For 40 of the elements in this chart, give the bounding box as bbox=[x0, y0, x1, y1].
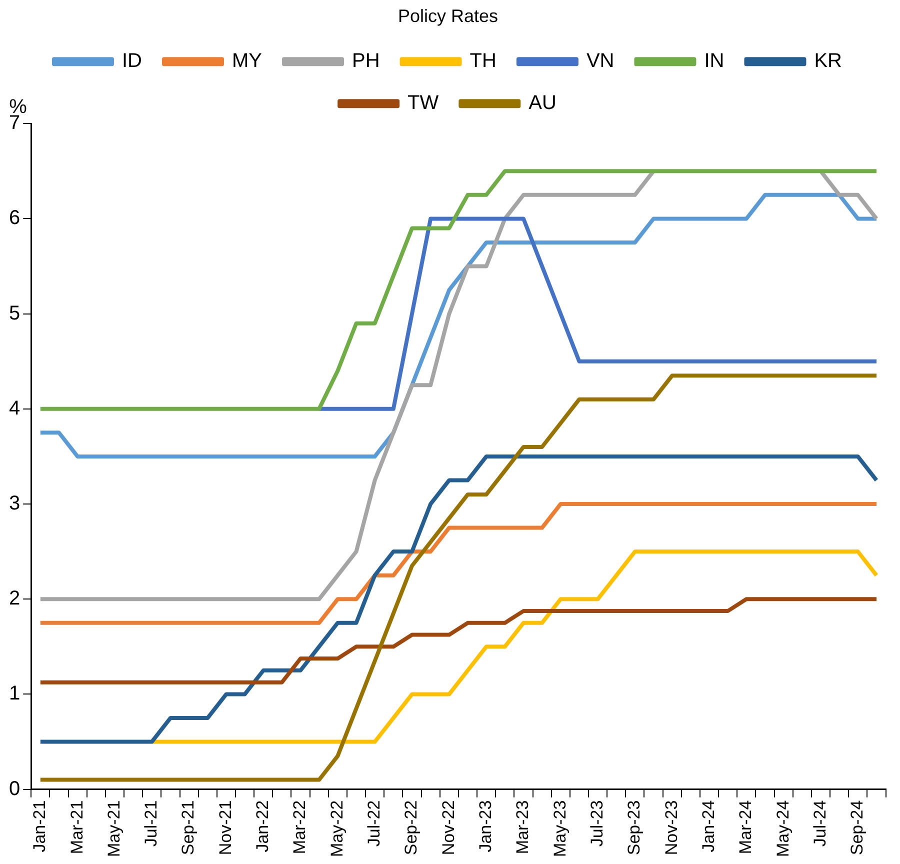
y-tick-label: 6 bbox=[9, 207, 20, 230]
x-tick-label: May-23 bbox=[550, 800, 570, 857]
y-tick-label: 0 bbox=[9, 778, 20, 800]
legend-label: TH bbox=[470, 50, 496, 72]
y-tick-label: 4 bbox=[9, 397, 20, 420]
x-tick-label: May-21 bbox=[104, 800, 124, 857]
x-tick-label: Sep-22 bbox=[402, 800, 421, 856]
legend-label: ID bbox=[122, 50, 142, 72]
chart-title: Policy Rates bbox=[398, 6, 498, 26]
x-tick-label: Nov-22 bbox=[438, 800, 458, 856]
x-tick-label: May-22 bbox=[327, 800, 346, 857]
x-tick-label: Mar-22 bbox=[290, 800, 310, 854]
x-tick-label: Jul-21 bbox=[142, 800, 161, 847]
x-tick-label: Jul-23 bbox=[587, 800, 606, 847]
legend-label: AU bbox=[528, 92, 556, 114]
x-tick-label: Nov-23 bbox=[662, 800, 681, 856]
x-tick-label: Nov-21 bbox=[216, 800, 235, 856]
legend-label: IN bbox=[704, 50, 724, 72]
x-tick-label: Mar-23 bbox=[513, 800, 532, 854]
x-tick-label: May-24 bbox=[773, 800, 792, 857]
x-tick-label: Sep-23 bbox=[624, 800, 644, 856]
legend-label: KR bbox=[814, 50, 842, 72]
x-tick-label: Sep-21 bbox=[178, 800, 198, 856]
x-tick-label: Jan-22 bbox=[253, 800, 272, 852]
y-tick-label: 2 bbox=[9, 588, 20, 610]
legend-label: MY bbox=[232, 50, 262, 72]
y-tick-label: 5 bbox=[9, 302, 20, 324]
x-tick-label: Mar-21 bbox=[67, 800, 86, 854]
x-tick-label: Jan-24 bbox=[698, 800, 718, 852]
legend-label: VN bbox=[586, 50, 614, 72]
x-tick-label: Jul-22 bbox=[364, 800, 384, 847]
y-tick-label: 3 bbox=[9, 492, 20, 515]
x-tick-label: Mar-24 bbox=[736, 800, 756, 854]
y-tick-label: 1 bbox=[9, 682, 20, 705]
x-tick-label: Jan-21 bbox=[30, 800, 50, 852]
x-tick-label: Sep-24 bbox=[848, 800, 867, 856]
x-tick-label: Jul-24 bbox=[810, 800, 830, 847]
legend-label: PH bbox=[352, 50, 380, 72]
x-tick-label: Jan-23 bbox=[476, 800, 496, 852]
legend-label: TW bbox=[408, 92, 439, 114]
